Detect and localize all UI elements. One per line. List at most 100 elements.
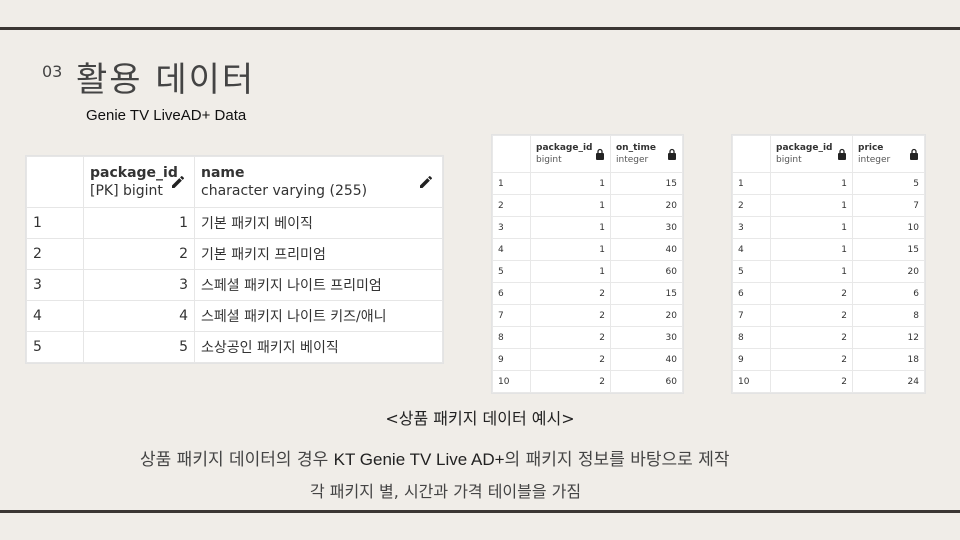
row-number-header xyxy=(492,135,531,173)
table-cell[interactable]: 15 xyxy=(852,238,925,261)
table-row[interactable]: 5 5 소상공인 패키지 베이직 xyxy=(26,331,443,363)
table-cell[interactable]: 2 xyxy=(770,304,853,327)
pencil-icon[interactable] xyxy=(170,174,186,190)
column-header-price[interactable]: price integer xyxy=(852,135,925,173)
table-cell[interactable]: 2 xyxy=(530,326,611,349)
table-row[interactable]: 2 1 20 xyxy=(492,194,683,217)
table-cell[interactable]: 1 xyxy=(770,260,853,283)
cell-name[interactable]: 스페셜 패키지 나이트 키즈/애니 xyxy=(194,300,443,332)
row-number: 6 xyxy=(732,282,771,305)
cell-name[interactable]: 기본 패키지 프리미엄 xyxy=(194,238,443,270)
row-number: 3 xyxy=(26,269,84,301)
table-cell[interactable]: 5 xyxy=(852,172,925,195)
table-row[interactable]: 3 1 10 xyxy=(732,216,925,239)
table-cell[interactable]: 2 xyxy=(530,304,611,327)
table-row[interactable]: 6 2 15 xyxy=(492,282,683,305)
table-cell[interactable]: 10 xyxy=(852,216,925,239)
table-cell[interactable]: 40 xyxy=(610,238,683,261)
column-type: [PK] bigint xyxy=(90,183,163,199)
table-cell[interactable]: 1 xyxy=(770,238,853,261)
cell-name[interactable]: 스페셜 패키지 나이트 프리미엄 xyxy=(194,269,443,301)
price-table-body: 1 1 5 2 1 7 3 1 10 4 1 15 5 1 20 6 2 6 7 2 8 8 2 12 9 2 18 10 2 24 xyxy=(732,172,925,393)
table-cell[interactable]: 1 xyxy=(530,194,611,217)
table-cell[interactable]: 1 xyxy=(770,216,853,239)
table-row[interactable]: 1 1 기본 패키지 베이직 xyxy=(26,207,443,239)
column-header-package-id[interactable]: package_id bigint xyxy=(770,135,853,173)
row-number: 9 xyxy=(492,348,531,371)
table-cell[interactable]: 20 xyxy=(852,260,925,283)
table-cell[interactable]: 1 xyxy=(530,260,611,283)
table-cell[interactable]: 12 xyxy=(852,326,925,349)
table-row[interactable]: 8 2 12 xyxy=(732,326,925,349)
row-number: 4 xyxy=(732,238,771,261)
slide-title: 활용 데이터 xyxy=(76,60,256,100)
column-header-name[interactable]: name character varying (255) xyxy=(194,156,443,208)
cell-package-id[interactable]: 4 xyxy=(83,300,195,332)
table-row[interactable]: 9 2 18 xyxy=(732,348,925,371)
cell-name[interactable]: 소상공인 패키지 베이직 xyxy=(194,331,443,363)
column-header-package-id[interactable]: package_id [PK] bigint xyxy=(83,156,195,208)
table-row[interactable]: 1 1 15 xyxy=(492,172,683,195)
table-cell[interactable]: 30 xyxy=(610,326,683,349)
table-row[interactable]: 5 1 20 xyxy=(732,260,925,283)
column-header-on-time[interactable]: on_time integer xyxy=(610,135,683,173)
table-cell[interactable]: 6 xyxy=(852,282,925,305)
table-cell[interactable]: 20 xyxy=(610,194,683,217)
description-line-1: 상품 패키지 데이터의 경우 KT Genie TV Live AD+의 패키지… xyxy=(140,450,820,470)
table-cell[interactable]: 1 xyxy=(770,194,853,217)
table-cell[interactable]: 1 xyxy=(530,238,611,261)
table-row[interactable]: 3 1 30 xyxy=(492,216,683,239)
table-row[interactable]: 2 2 기본 패키지 프리미엄 xyxy=(26,238,443,270)
table-cell[interactable]: 30 xyxy=(610,216,683,239)
table-cell[interactable]: 1 xyxy=(530,216,611,239)
table-row[interactable]: 10 2 24 xyxy=(732,370,925,393)
table-row[interactable]: 4 4 스페셜 패키지 나이트 키즈/애니 xyxy=(26,300,443,332)
table-cell[interactable]: 60 xyxy=(610,370,683,393)
cell-package-id[interactable]: 1 xyxy=(83,207,195,239)
table-row[interactable]: 4 1 40 xyxy=(492,238,683,261)
table-cell[interactable]: 15 xyxy=(610,282,683,305)
cell-name[interactable]: 기본 패키지 베이직 xyxy=(194,207,443,239)
table-row[interactable]: 3 3 스페셜 패키지 나이트 프리미엄 xyxy=(26,269,443,301)
row-number: 1 xyxy=(492,172,531,195)
table-row[interactable]: 7 2 20 xyxy=(492,304,683,327)
table-cell[interactable]: 2 xyxy=(770,348,853,371)
cell-package-id[interactable]: 3 xyxy=(83,269,195,301)
table-row[interactable]: 5 1 60 xyxy=(492,260,683,283)
table-cell[interactable]: 60 xyxy=(610,260,683,283)
table-cell[interactable]: 1 xyxy=(770,172,853,195)
table-cell[interactable]: 2 xyxy=(530,282,611,305)
table-cell[interactable]: 2 xyxy=(770,326,853,349)
table-cell[interactable]: 15 xyxy=(610,172,683,195)
table-cell[interactable]: 8 xyxy=(852,304,925,327)
cell-package-id[interactable]: 2 xyxy=(83,238,195,270)
table-cell[interactable]: 2 xyxy=(530,370,611,393)
table-row[interactable]: 9 2 40 xyxy=(492,348,683,371)
cell-package-id[interactable]: 5 xyxy=(83,331,195,363)
table-cell[interactable]: 18 xyxy=(852,348,925,371)
table-cell[interactable]: 24 xyxy=(852,370,925,393)
table-cell[interactable]: 2 xyxy=(770,370,853,393)
column-name: on_time xyxy=(616,143,656,153)
column-header-package-id[interactable]: package_id bigint xyxy=(530,135,611,173)
figure-caption: <상품 패키지 데이터 예시> xyxy=(385,409,575,428)
table-row[interactable]: 4 1 15 xyxy=(732,238,925,261)
table-cell[interactable]: 1 xyxy=(530,172,611,195)
on-time-table-body: 1 1 15 2 1 20 3 1 30 4 1 40 5 1 60 6 2 15 7 2 20 8 2 30 9 2 40 10 2 6… xyxy=(492,172,683,393)
row-number: 2 xyxy=(26,238,84,270)
row-number: 8 xyxy=(732,326,771,349)
description-suffix: 의 패키지 정보를 바탕으로 제작 xyxy=(504,450,730,470)
table-cell[interactable]: 2 xyxy=(770,282,853,305)
table-row[interactable]: 10 2 60 xyxy=(492,370,683,393)
table-cell[interactable]: 7 xyxy=(852,194,925,217)
table-cell[interactable]: 2 xyxy=(530,348,611,371)
pencil-icon[interactable] xyxy=(418,174,434,190)
table-cell[interactable]: 40 xyxy=(610,348,683,371)
table-cell[interactable]: 20 xyxy=(610,304,683,327)
table-row[interactable]: 8 2 30 xyxy=(492,326,683,349)
